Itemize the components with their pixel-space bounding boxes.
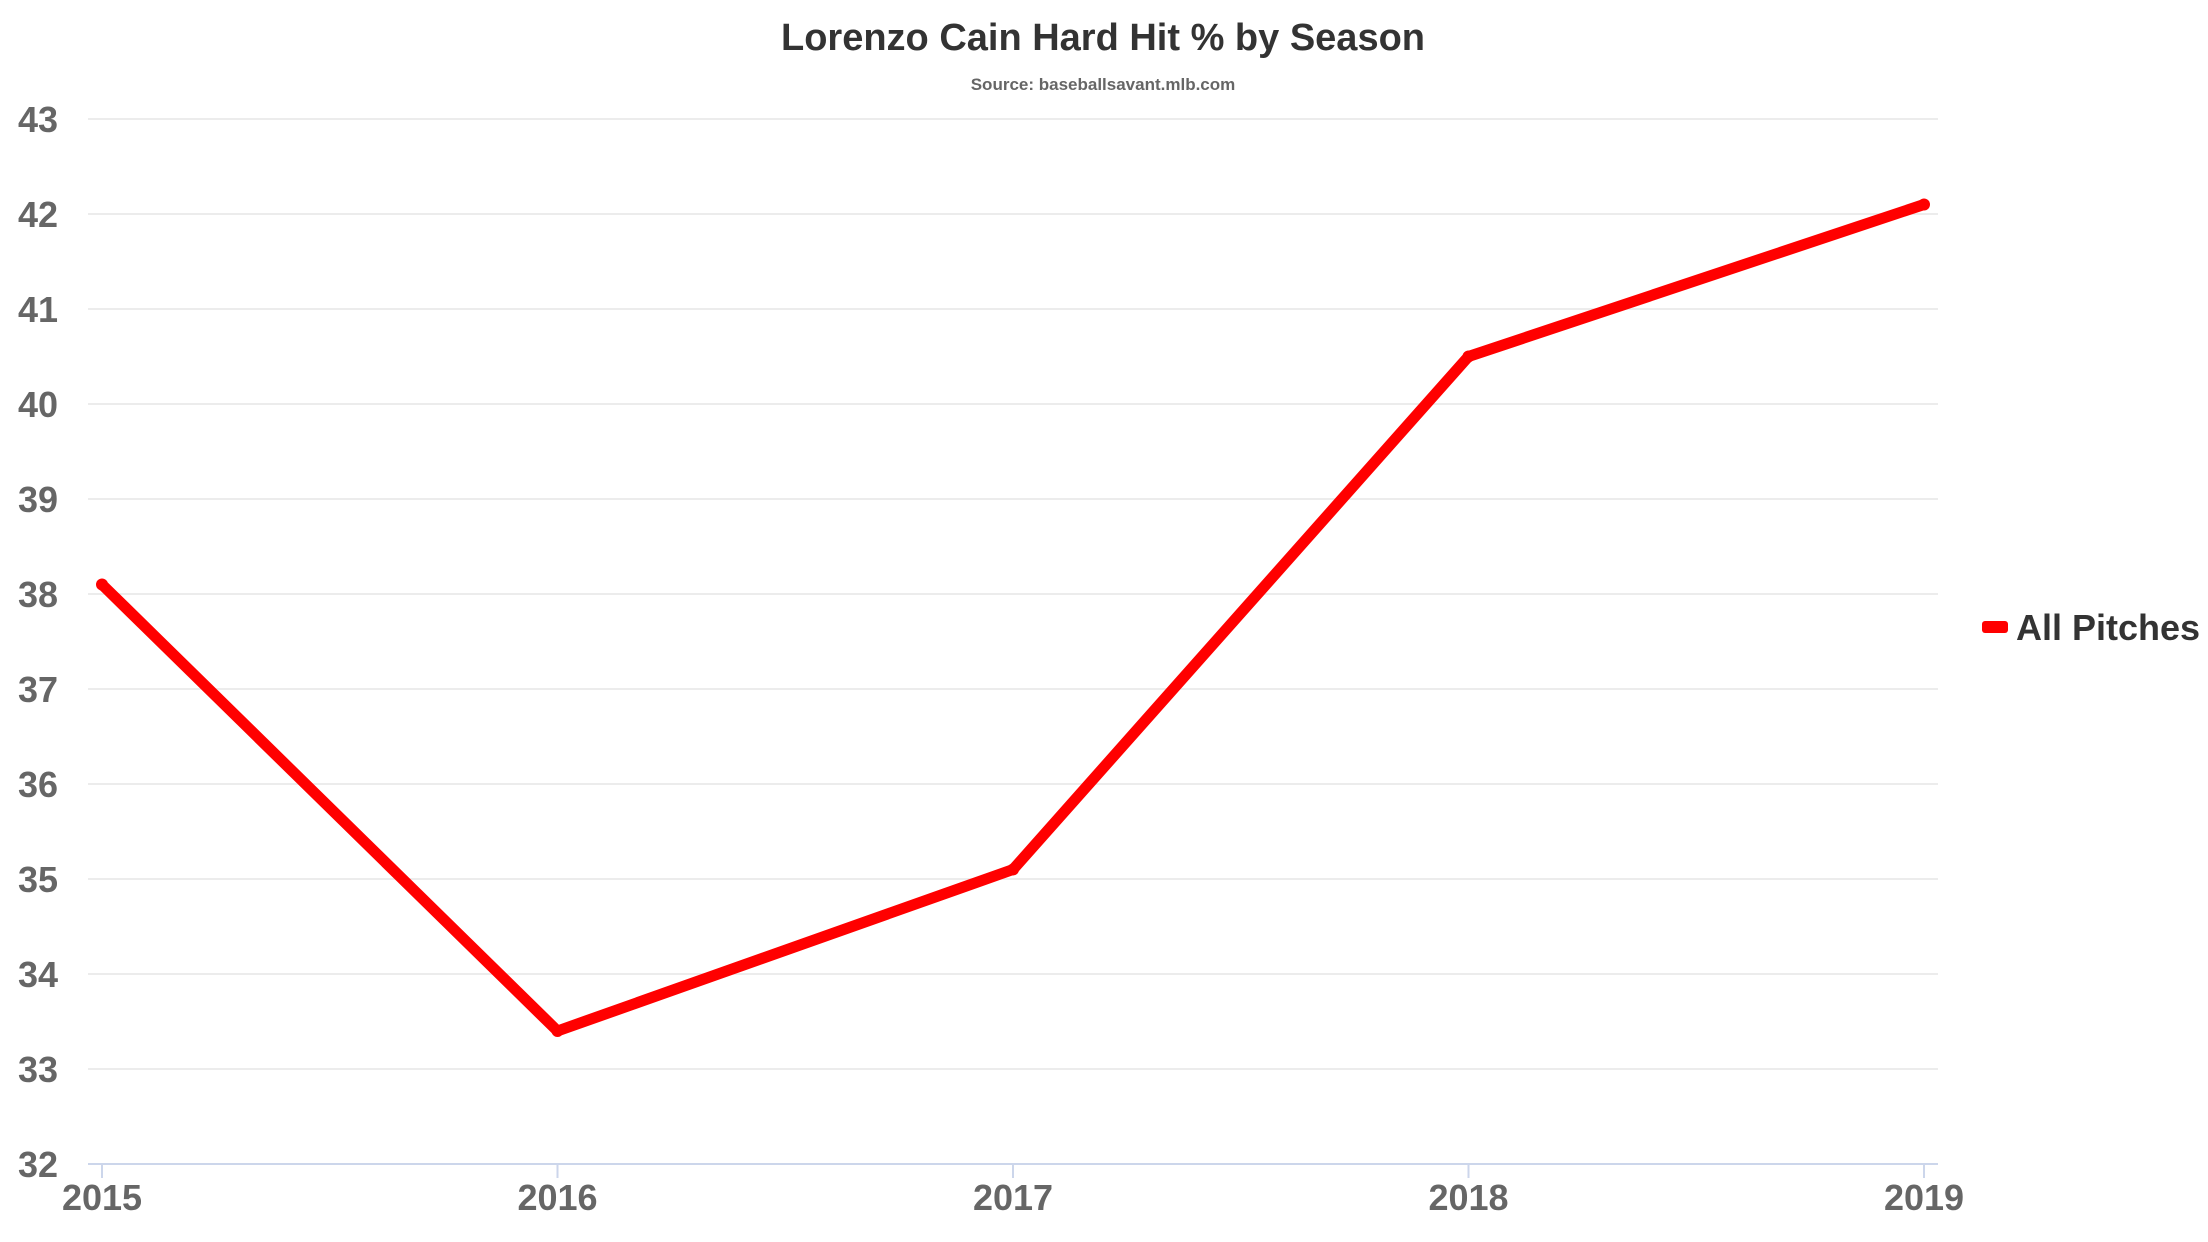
x-axis-ticks: 2015 2016 2017 2018 2019	[62, 1164, 1964, 1218]
data-point[interactable]	[1007, 863, 1019, 876]
y-axis-tick-labels: 32 33 34 35 36 37 38 39 40 41 42 43	[18, 99, 58, 1185]
y-tick-label: 43	[18, 99, 58, 140]
y-tick-label: 35	[18, 859, 58, 900]
y-tick-label: 34	[18, 954, 58, 995]
series-lines	[96, 198, 1930, 1037]
y-tick-label: 38	[18, 574, 58, 615]
y-tick-label: 32	[18, 1144, 58, 1185]
data-point[interactable]	[1462, 350, 1475, 363]
legend-item-label[interactable]: All Pitches	[2016, 607, 2200, 648]
y-tick-label: 33	[18, 1049, 58, 1090]
y-tick-label: 40	[18, 384, 58, 425]
y-tick-label: 42	[18, 194, 58, 235]
gridlines	[88, 118, 1938, 1070]
y-tick-label: 37	[18, 669, 58, 710]
chart-title: Lorenzo Cain Hard Hit % by Season	[781, 17, 1425, 59]
x-tick-label: 2018	[1428, 1177, 1508, 1218]
legend[interactable]: All Pitches	[1982, 607, 2200, 648]
data-point[interactable]	[551, 1025, 564, 1037]
series-line-all-pitches	[96, 199, 1930, 1037]
y-tick-label: 41	[18, 289, 58, 330]
legend-swatch	[1982, 621, 2008, 633]
y-tick-label: 39	[18, 479, 58, 520]
x-tick-label: 2015	[62, 1177, 142, 1218]
x-tick-label: 2019	[1884, 1177, 1964, 1218]
x-tick-label: 2016	[517, 1177, 597, 1218]
x-tick-label: 2017	[973, 1177, 1053, 1218]
data-point[interactable]	[1918, 198, 1930, 211]
chart-subtitle: Source: baseballsavant.mlb.com	[971, 75, 1236, 94]
data-point[interactable]	[96, 578, 108, 591]
y-tick-label: 36	[18, 764, 58, 805]
